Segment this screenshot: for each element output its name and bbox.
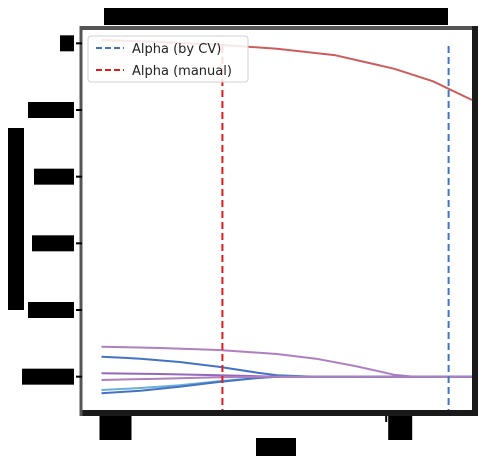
reference-lines (221, 46, 450, 410)
axis-ticks (22, 35, 413, 440)
y-tick-label-redacted (60, 35, 74, 52)
legend: Alpha (by CV) Alpha (manual) (87, 35, 249, 83)
x-tick-label-redacted (99, 416, 132, 440)
y-axis-label-redacted (8, 128, 24, 310)
series-line-7 (101, 375, 472, 381)
legend-box (87, 35, 249, 83)
legend-entry-label: Alpha (by CV) (132, 42, 221, 57)
y-tick-label-redacted (34, 168, 74, 185)
plot-background (82, 30, 472, 410)
plot-frame (79, 26, 478, 416)
y-tick-label-redacted (32, 235, 74, 252)
y-tick-label-redacted (22, 368, 74, 385)
x-tick-label-redacted (388, 416, 413, 440)
x-axis-label-redacted (256, 438, 296, 456)
y-tick-label-redacted (28, 302, 74, 318)
y-tick-label-redacted (28, 102, 74, 118)
series-layer (101, 39, 473, 395)
legend-entry-label: Alpha (manual) (132, 64, 232, 79)
chart-title-redacted (104, 8, 448, 25)
